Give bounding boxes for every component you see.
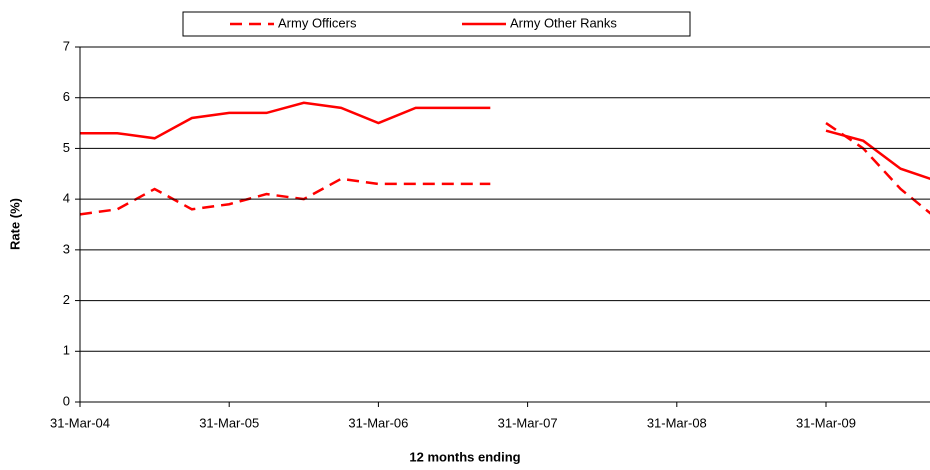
y-tick-label: 5 (63, 140, 70, 155)
x-tick-label: 31-Mar-05 (199, 415, 259, 430)
x-axis-label: 12 months ending (409, 449, 520, 464)
line-series (80, 101, 930, 181)
y-tick-label: 4 (63, 191, 70, 206)
x-tick-label: 31-Mar-07 (498, 415, 558, 430)
y-tick-label: 0 (63, 393, 70, 408)
x-tick-label: 31-Mar-08 (647, 415, 707, 430)
legend-label: Army Officers (278, 15, 357, 30)
y-axis-label: Rate (%) (7, 198, 22, 250)
legend (182, 11, 691, 37)
x-tick-label: 31-Mar-09 (796, 415, 856, 430)
legend-label: Army Other Ranks (510, 15, 617, 30)
y-tick-label: 6 (63, 89, 70, 104)
x-tick-label: 31-Mar-06 (348, 415, 408, 430)
line-series (79, 122, 930, 216)
y-tick-label: 2 (63, 292, 70, 307)
y-tick-label: 7 (63, 38, 70, 53)
y-tick-label: 1 (63, 343, 70, 358)
y-tick-label: 3 (63, 241, 70, 256)
x-tick-label: 31-Mar-04 (50, 415, 110, 430)
